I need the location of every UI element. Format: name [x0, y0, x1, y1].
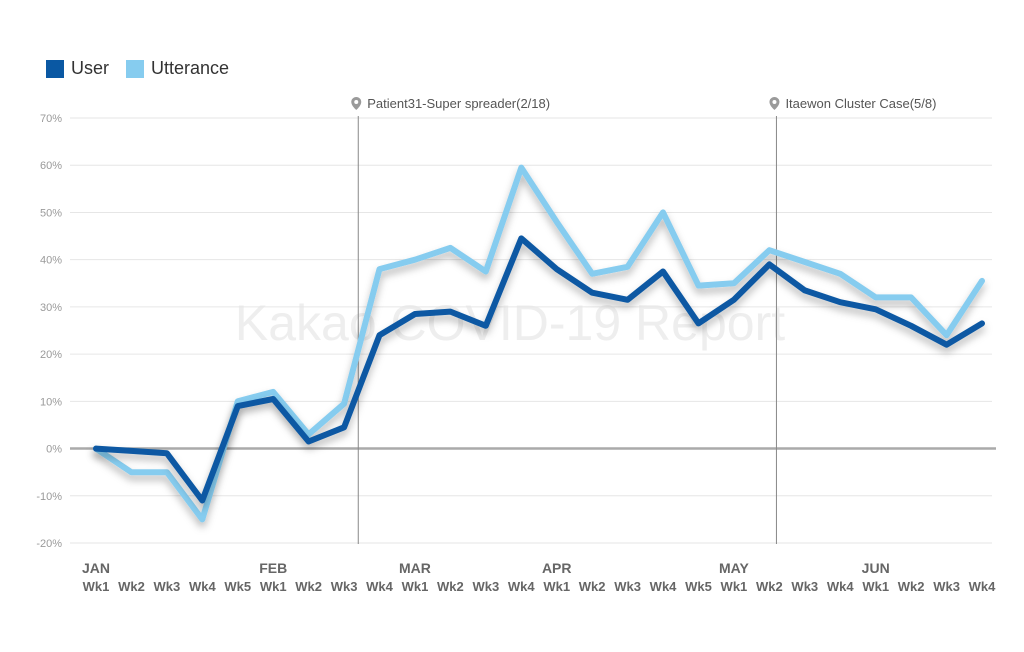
x-tick-label: Wk4 [827, 579, 855, 594]
month-label: JAN [82, 560, 110, 576]
x-tick-label: Wk2 [756, 579, 783, 594]
legend-item-user: User [46, 58, 109, 79]
x-tick-label: Wk1 [543, 579, 570, 594]
x-tick-label: Wk4 [189, 579, 217, 594]
x-tick-label: Wk1 [721, 579, 748, 594]
month-label: MAY [719, 560, 749, 576]
x-tick-label: Wk1 [83, 579, 110, 594]
x-tick-label: Wk3 [331, 579, 358, 594]
y-tick-label: 10% [40, 396, 62, 408]
x-tick-label: Wk5 [685, 579, 712, 594]
x-tick-label: Wk1 [862, 579, 889, 594]
x-tick-label: Wk4 [508, 579, 536, 594]
x-tick-label: Wk2 [898, 579, 925, 594]
annotation-label: Itaewon Cluster Case(5/8) [785, 96, 936, 111]
x-tick-label: Wk4 [366, 579, 394, 594]
x-tick-label: Wk2 [295, 579, 322, 594]
month-label: JUN [862, 560, 890, 576]
y-tick-label: 70% [40, 113, 62, 125]
y-tick-label: 30% [40, 302, 62, 314]
y-tick-label: -20% [36, 538, 62, 550]
x-tick-label: Wk4 [650, 579, 678, 594]
x-tick-label: Wk3 [614, 579, 641, 594]
x-tick-label: Wk2 [437, 579, 464, 594]
legend-item-utterance: Utterance [126, 58, 229, 79]
pin-hole [772, 100, 777, 104]
month-label: FEB [259, 560, 287, 576]
location-pin-icon [351, 97, 362, 110]
month-label: MAR [399, 560, 431, 576]
legend-swatch-utterance [126, 59, 144, 78]
annotation-label: Patient31-Super spreader(2/18) [367, 96, 550, 111]
x-tick-label: Wk2 [118, 579, 145, 594]
y-tick-label: 20% [40, 349, 62, 361]
legend-swatch-user [46, 59, 64, 78]
location-pin-icon [769, 97, 780, 110]
y-tick-label: 40% [40, 255, 62, 267]
y-tick-label: 0% [46, 444, 62, 456]
x-tick-label: Wk1 [402, 579, 429, 594]
y-tick-label: -10% [36, 491, 62, 503]
series-line-user [93, 235, 985, 504]
x-tick-label: Wk3 [933, 579, 960, 594]
x-tick-label: Wk4 [969, 579, 997, 594]
x-tick-label: Wk2 [579, 579, 606, 594]
y-tick-label: 50% [40, 207, 62, 219]
x-tick-label: Wk5 [224, 579, 251, 594]
x-tick-label: Wk3 [154, 579, 181, 594]
legend-label-user: User [71, 58, 110, 78]
month-label: APR [542, 560, 572, 576]
watermark-text: Kakao COVID-19 Report [235, 295, 785, 351]
series-line-utterance [93, 164, 985, 523]
x-tick-label: Wk3 [472, 579, 499, 594]
pin-hole [354, 100, 359, 104]
x-tick-label: Wk1 [260, 579, 287, 594]
legend-label-utterance: Utterance [151, 58, 230, 78]
y-tick-label: 60% [40, 160, 62, 172]
x-tick-label: Wk3 [791, 579, 818, 594]
